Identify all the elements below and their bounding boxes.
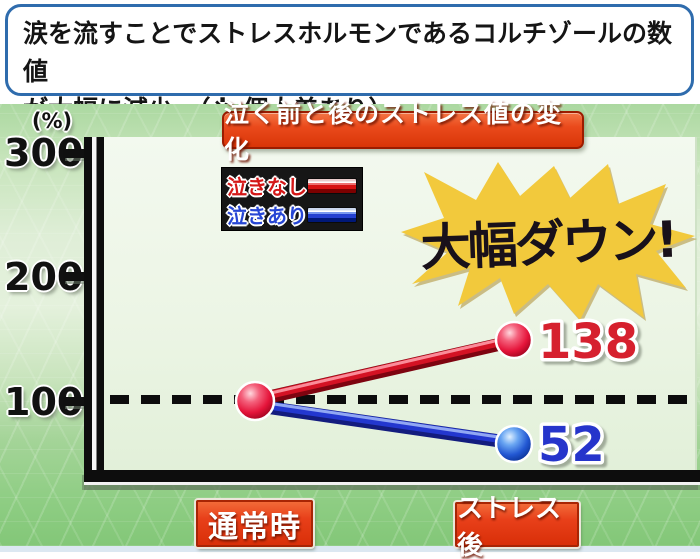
bottom-edge-strip (0, 546, 700, 552)
x-label-after-stress-text: ストレス後 (457, 493, 562, 559)
legend-item-no-cry: 泣きなし (227, 171, 357, 200)
y-axis-unit: (%) (31, 109, 73, 133)
y-tick-mark-300 (63, 149, 84, 158)
y-axis-line (84, 137, 104, 484)
data-point-no-cry-end (494, 320, 534, 360)
value-label-no-cry: 138 (538, 314, 638, 370)
starburst-shape (401, 162, 695, 320)
chart-title: 泣く前と後のストレス値の変化 (224, 99, 563, 164)
legend-item-cry: 泣きあり (227, 200, 357, 229)
legend-swatch-blue (307, 206, 357, 223)
value-label-cry: 52 (538, 417, 605, 473)
note-line-1: 涙を流すことでストレスホルモンであるコルチゾールの数値 (23, 19, 673, 86)
chart-title-banner: 泣く前と後のストレス値の変化 (222, 99, 584, 164)
x-label-normal-time-text: 通常時 (208, 509, 301, 545)
x-axis-line (84, 470, 700, 485)
series-line-no-cry (249, 334, 521, 407)
y-tick-mark-100 (63, 397, 84, 406)
legend-label-no-cry: 泣きなし (227, 175, 307, 199)
legend-label-cry: 泣きあり (227, 204, 307, 228)
reference-line-100 (110, 395, 696, 404)
y-tick-mark-200 (63, 272, 84, 281)
x-label-normal-time: 通常時 (196, 500, 313, 547)
callout-burst (396, 154, 698, 326)
data-point-cry-end (494, 424, 534, 464)
legend: 泣きなし 泣きあり (221, 167, 363, 231)
data-point-start (234, 380, 276, 422)
legend-swatch-red (307, 177, 357, 194)
series-line-cry (251, 399, 521, 450)
x-label-after-stress: ストレス後 (455, 494, 579, 559)
